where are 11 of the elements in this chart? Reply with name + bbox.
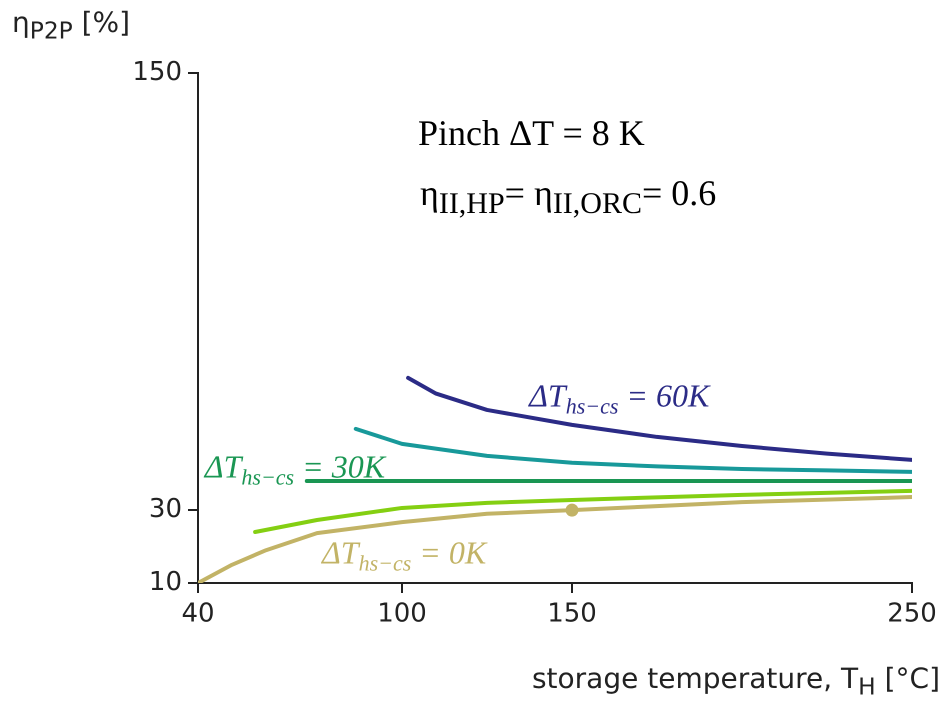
x-tick-label: 250: [887, 598, 937, 628]
x-tick-label: 150: [547, 598, 597, 628]
y-tick-label: 10: [148, 566, 182, 597]
annotation: Pinch ΔT = 8 K: [418, 112, 645, 154]
y-tick-label: 150: [132, 56, 182, 87]
y-tick-label: 30: [148, 494, 182, 524]
annotation: η$_{II,HP}$= η$_{II,ORC}$= 0.6: [420, 172, 716, 222]
y-axis-title: η$_{P2P}$ [%]: [12, 6, 130, 45]
x-tick-label: 40: [181, 598, 215, 628]
x-axis-title: storage temperature, T$_{H}$ [°C]: [532, 662, 940, 701]
x-tick-label: 100: [377, 598, 427, 628]
